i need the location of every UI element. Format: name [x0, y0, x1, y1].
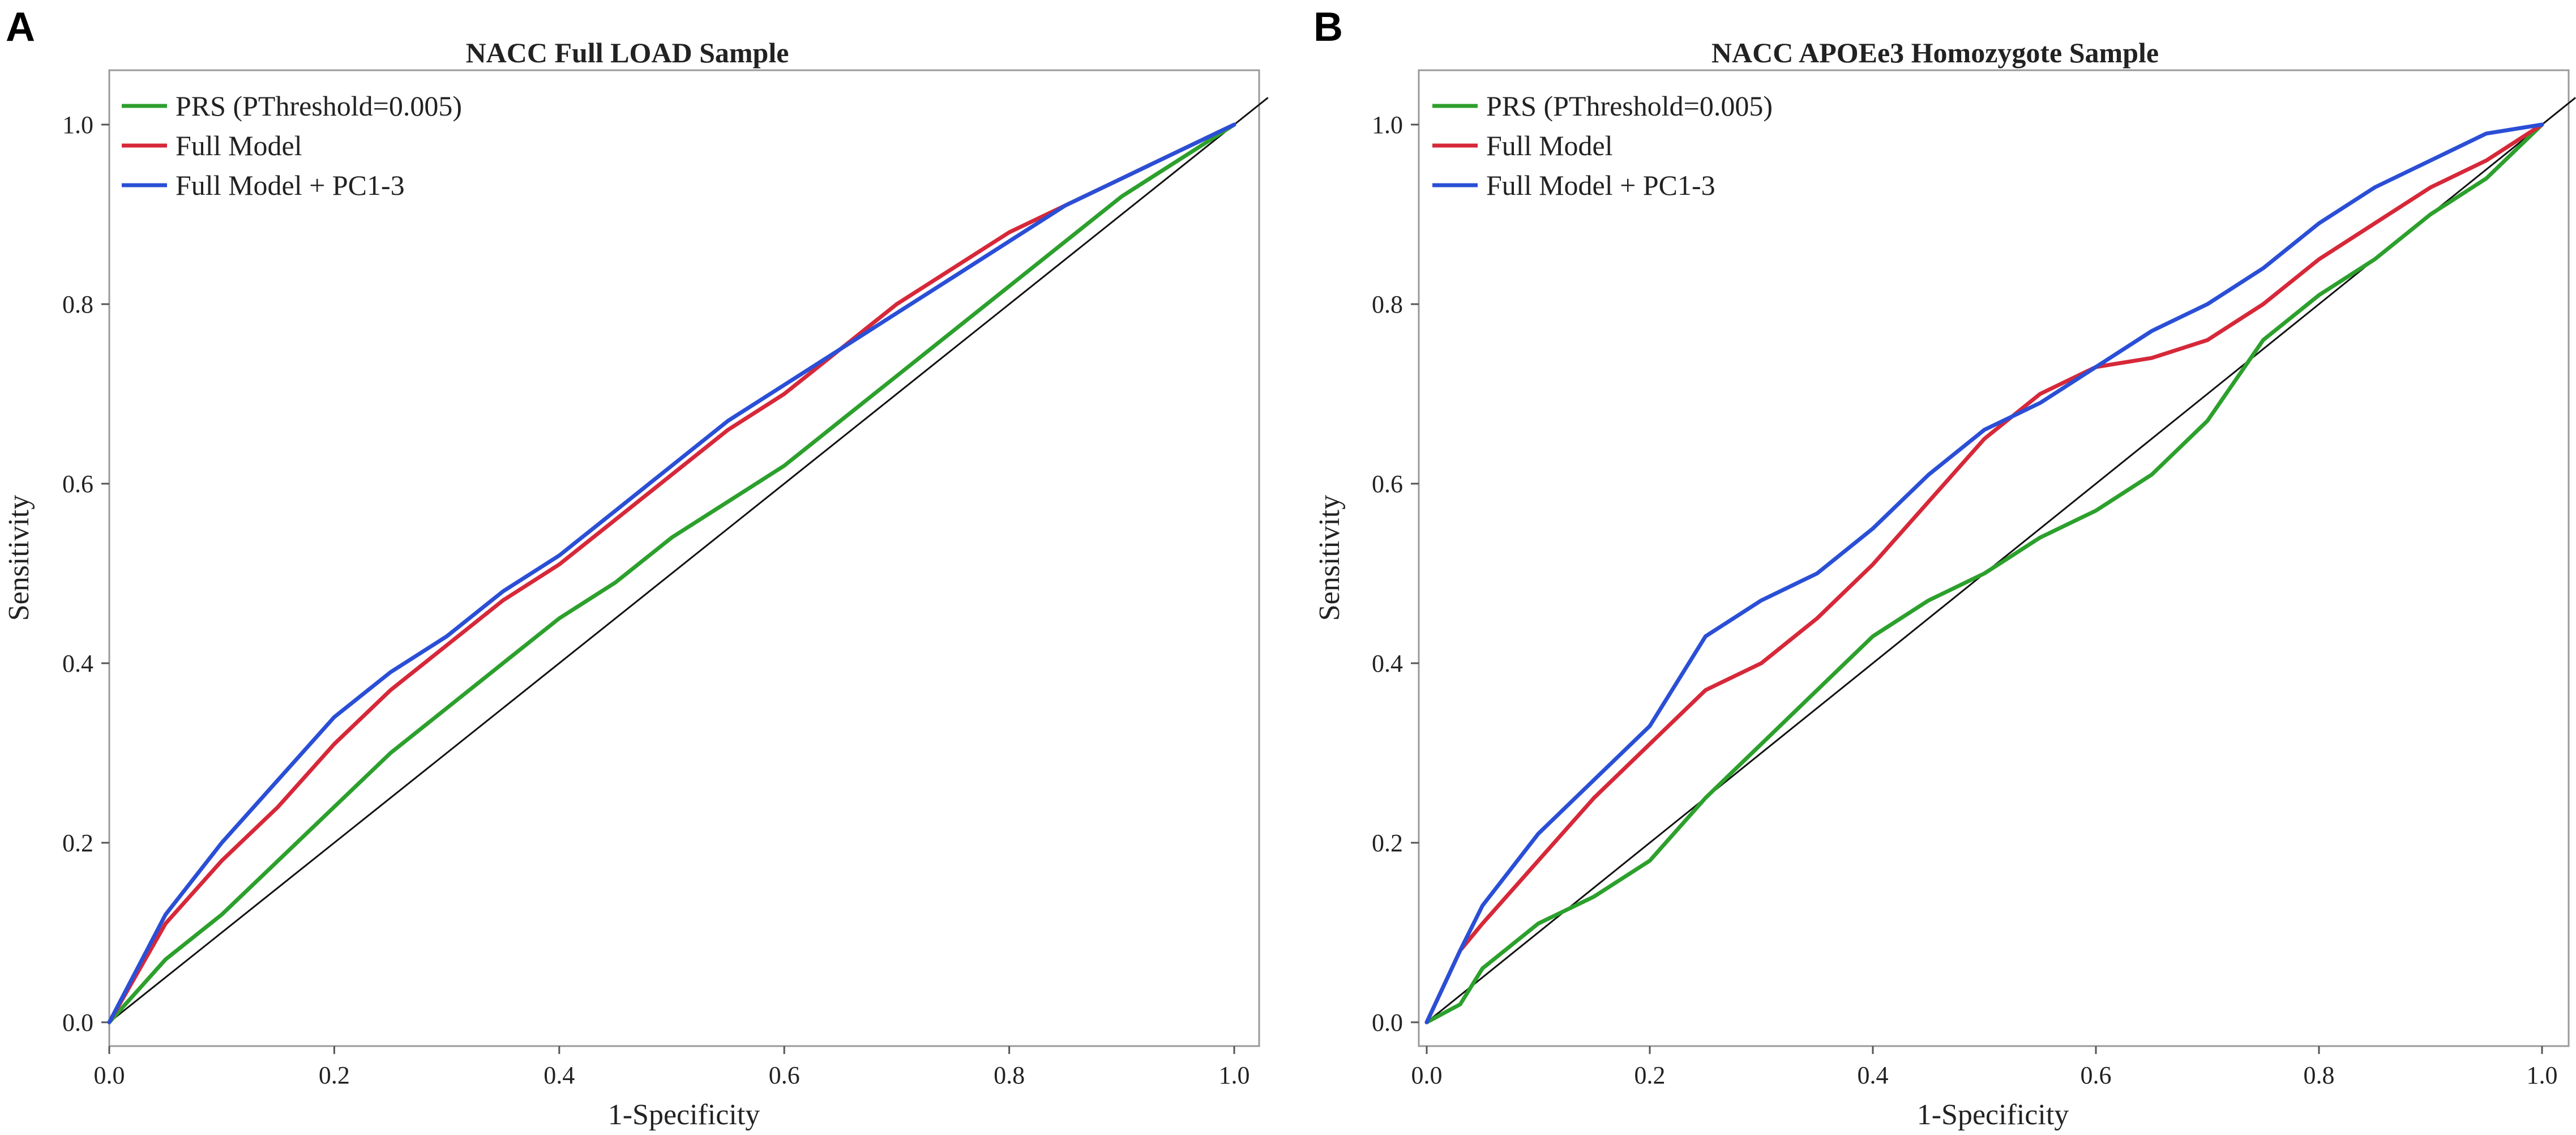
plot-area-b — [1418, 69, 2570, 1047]
legend-entry: Full Model — [1486, 130, 1613, 161]
series-group-b — [1424, 122, 2544, 1025]
y-tick-label: 0.4 — [1372, 650, 1403, 677]
series-line-full-model — [107, 122, 1236, 1025]
panel-letter-b: B — [1313, 5, 1343, 50]
x-axis-label-a: 1-Specificity — [608, 1099, 760, 1131]
series-line-prs — [107, 122, 1236, 1025]
y-tick-label: 1.0 — [1372, 111, 1403, 139]
panel-letter-a: A — [6, 5, 35, 50]
x-tick-label: 0.6 — [769, 1061, 800, 1089]
x-axis-label-b: 1-Specificity — [1917, 1099, 2069, 1131]
x-tick-label: 0.8 — [2304, 1061, 2335, 1089]
reference-diagonal-a — [109, 97, 1269, 1023]
legend-a: PRS (PThreshold=0.005) Full Model Full Mod… — [122, 90, 462, 201]
series-group-a — [107, 122, 1236, 1025]
x-tick-label: 1.0 — [1219, 1061, 1250, 1089]
y-axis-a: 0.0 0.2 0.4 0.6 0.8 1.0 — [62, 111, 109, 1036]
chart-title-a: NACC Full LOAD Sample — [466, 37, 789, 69]
x-tick-label: 0.0 — [1411, 1061, 1443, 1089]
series-line-full-model-pc1-3 — [1424, 122, 2544, 1025]
legend-entry: PRS (PThreshold=0.005) — [176, 90, 462, 122]
y-tick-label: 0.0 — [1372, 1009, 1403, 1036]
x-tick-label: 0.2 — [1634, 1061, 1666, 1089]
x-tick-label: 0.0 — [94, 1061, 125, 1089]
series-line-full-model — [1424, 122, 2544, 1025]
x-tick-label: 0.6 — [2081, 1061, 2112, 1089]
y-axis-label-a: Sensitivity — [3, 495, 35, 621]
y-tick-label: 0.4 — [62, 650, 93, 677]
y-axis-label-b: Sensitivity — [1313, 495, 1346, 621]
legend-b: PRS (PThreshold=0.005) Full Model Full Mod… — [1432, 90, 1773, 201]
legend-entry: Full Model + PC1-3 — [1486, 169, 1715, 201]
series-line-prs — [1424, 122, 2544, 1025]
x-axis-b: 0.0 0.2 0.4 0.6 0.8 1.0 — [1411, 1046, 2558, 1089]
y-tick-label: 0.2 — [1372, 829, 1403, 857]
legend-entry: Full Model — [176, 130, 302, 161]
y-tick-label: 0.0 — [62, 1009, 93, 1036]
y-tick-label: 0.6 — [1372, 470, 1403, 498]
series-line-full-model-pc1-3 — [107, 122, 1236, 1025]
x-tick-label: 0.4 — [1858, 1061, 1889, 1089]
y-tick-label: 1.0 — [62, 111, 93, 139]
x-tick-label: 1.0 — [2527, 1061, 2558, 1089]
x-tick-label: 0.8 — [994, 1061, 1025, 1089]
panel-b: B NACC APOEe3 Homozygote Sample 0.0 0.2 0.… — [1313, 5, 2576, 1131]
x-tick-label: 0.2 — [319, 1061, 350, 1089]
y-tick-label: 0.8 — [62, 291, 93, 318]
x-tick-label: 0.4 — [544, 1061, 575, 1089]
x-axis-a: 0.0 0.2 0.4 0.6 0.8 1.0 — [94, 1046, 1250, 1089]
legend-entry: Full Model + PC1-3 — [176, 169, 405, 201]
plot-area-a — [108, 69, 1260, 1047]
y-tick-label: 0.6 — [62, 470, 93, 498]
chart-title-b: NACC APOEe3 Homozygote Sample — [1711, 37, 2159, 69]
y-axis-b: 0.0 0.2 0.4 0.6 0.8 1.0 — [1372, 111, 1419, 1036]
panel-a: A NACC Full LOAD Sample 0.0 0.2 0.4 0.6 0.8 1… — [3, 5, 1269, 1131]
y-tick-label: 0.2 — [62, 829, 93, 857]
y-tick-label: 0.8 — [1372, 291, 1403, 318]
legend-entry: PRS (PThreshold=0.005) — [1486, 90, 1773, 122]
